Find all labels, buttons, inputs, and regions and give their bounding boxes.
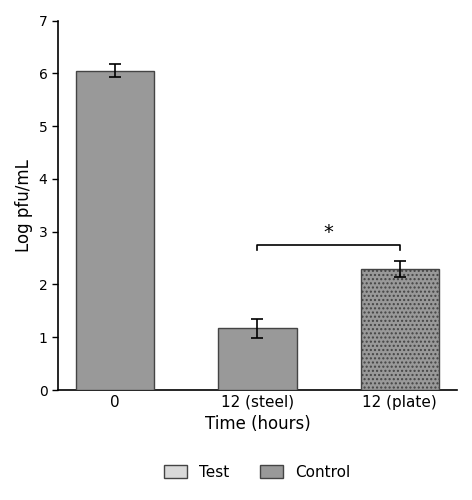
Bar: [218, 328, 296, 390]
Bar: [76, 70, 154, 390]
Text: *: *: [324, 223, 334, 242]
X-axis label: Time (hours): Time (hours): [204, 416, 310, 434]
Y-axis label: Log pfu/mL: Log pfu/mL: [15, 159, 33, 252]
Bar: [361, 268, 439, 390]
Legend: Test, Control: Test, Control: [158, 458, 357, 486]
